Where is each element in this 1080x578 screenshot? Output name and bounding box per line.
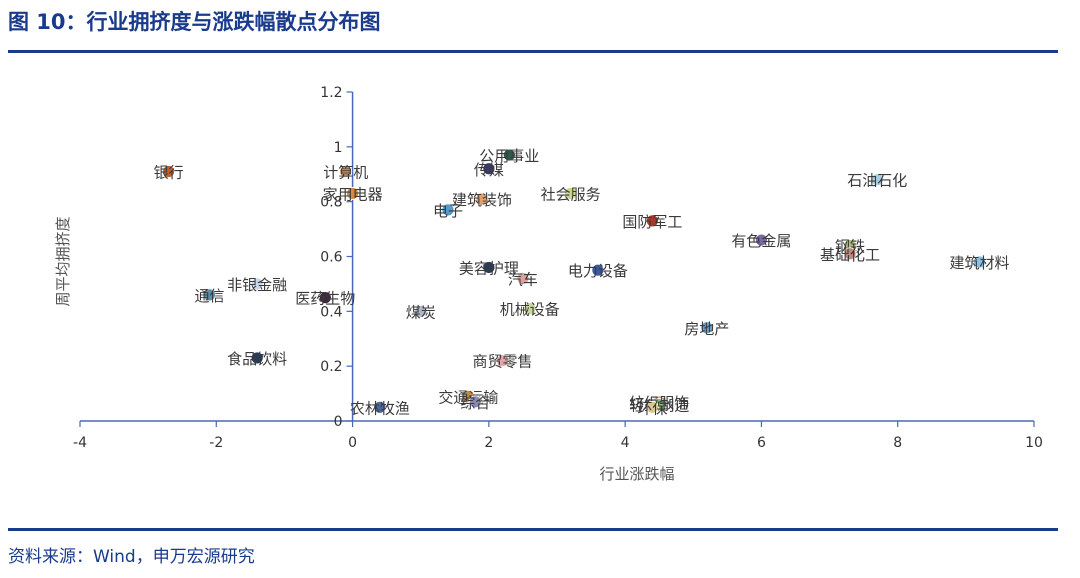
point-label: 建筑装饰 (452, 191, 512, 209)
y-axis-label: 周平均拥挤度 (54, 216, 72, 306)
x-tick-label: -2 (209, 435, 223, 451)
y-tick-label: 0.4 (320, 304, 342, 320)
y-tick-label: 0.6 (320, 250, 342, 266)
point-label: 石油石化 (847, 172, 907, 190)
scatter-point (646, 214, 659, 228)
point-label: 通信 (194, 287, 224, 305)
scatter-point (523, 302, 537, 315)
x-tick-label: 10 (1025, 435, 1043, 451)
scatter-point (646, 400, 659, 414)
x-tick-label: 8 (893, 435, 902, 451)
x-tick-label: 6 (757, 435, 766, 451)
point-label: 医药生物 (295, 290, 355, 308)
scatter-point (496, 354, 509, 368)
point-label: 食品饮料 (227, 350, 287, 368)
point-label: 农林牧渔 (350, 399, 410, 417)
point-label: 电子 (433, 202, 463, 220)
point-label: 轻工制造 (629, 397, 689, 415)
scatter-point (318, 291, 332, 305)
point-label: 钢铁 (835, 238, 865, 256)
y-tick-label: 0.8 (320, 195, 342, 211)
scatter-point (482, 162, 496, 176)
point-label: 房地产 (684, 320, 729, 338)
point-label: 商贸零售 (472, 353, 532, 371)
x-tick-label: 2 (484, 435, 493, 451)
scatter-point (475, 192, 489, 206)
point-label: 美容护理 (459, 259, 519, 277)
scatter-point (468, 395, 482, 409)
point-label: 电力设备 (568, 262, 628, 280)
scatter-point (414, 304, 428, 318)
point-label: 公用事业 (479, 147, 539, 165)
x-tick-label: 0 (348, 435, 357, 451)
point-label: 综合 (460, 394, 490, 412)
point-label: 机械设备 (500, 301, 560, 319)
scatter-point (502, 148, 516, 162)
scatter-point (700, 321, 714, 335)
x-axis-label: 行业涨跌幅 (599, 465, 674, 483)
scatter-point (441, 203, 455, 217)
point-label: 环保 (637, 399, 667, 417)
point-label: 国防军工 (622, 213, 682, 231)
point-label: 传媒 (474, 161, 504, 179)
x-tick-label: -4 (73, 435, 87, 451)
point-label: 煤炭 (406, 303, 436, 321)
title-divider (8, 50, 1058, 53)
x-tick-label: 4 (621, 435, 630, 451)
scatter-point (755, 233, 768, 247)
point-label: 有色金属 (731, 232, 791, 250)
scatter-point (516, 272, 530, 285)
point-label: 建筑材料 (949, 254, 1009, 272)
source-note: 资料来源：Wind，申万宏源研究 (8, 547, 255, 567)
scatter-point (373, 400, 387, 414)
y-tick-label: 1 (334, 140, 343, 156)
scatter-point (973, 255, 986, 269)
scatter-point (250, 277, 264, 291)
scatter-point (482, 261, 496, 274)
chart-axes: -4 -2 0 2 4 6 8 10 0 0.2 0.4 0.6 0.8 1 1.2 (73, 85, 1043, 451)
point-label: 基础化工 (820, 246, 880, 264)
scatter-point (564, 187, 578, 200)
point-label: 银行 (154, 164, 184, 182)
point-label: 汽车 (508, 270, 538, 288)
scatter-point (346, 187, 359, 200)
scatter-point (591, 263, 605, 277)
scatter-point (870, 173, 884, 187)
footer-divider (8, 528, 1058, 531)
scatter-point (203, 288, 216, 302)
point-label: 非银金融 (227, 276, 287, 294)
scatter-point (339, 165, 353, 178)
figure-title: 图 10：行业拥挤度与涨跌幅散点分布图 (8, 10, 381, 34)
point-label: 计算机 (323, 164, 368, 182)
y-tick-label: 1.2 (320, 85, 342, 101)
y-tick-label: 0 (334, 414, 343, 430)
point-label: 家用电器 (323, 185, 383, 203)
scatter-point (162, 165, 175, 178)
scatter-point (843, 247, 857, 261)
point-label: 社会服务 (541, 185, 601, 203)
scatter-point (250, 351, 264, 365)
point-label: 交通运输 (438, 388, 498, 406)
y-tick-label: 0.2 (320, 359, 342, 375)
